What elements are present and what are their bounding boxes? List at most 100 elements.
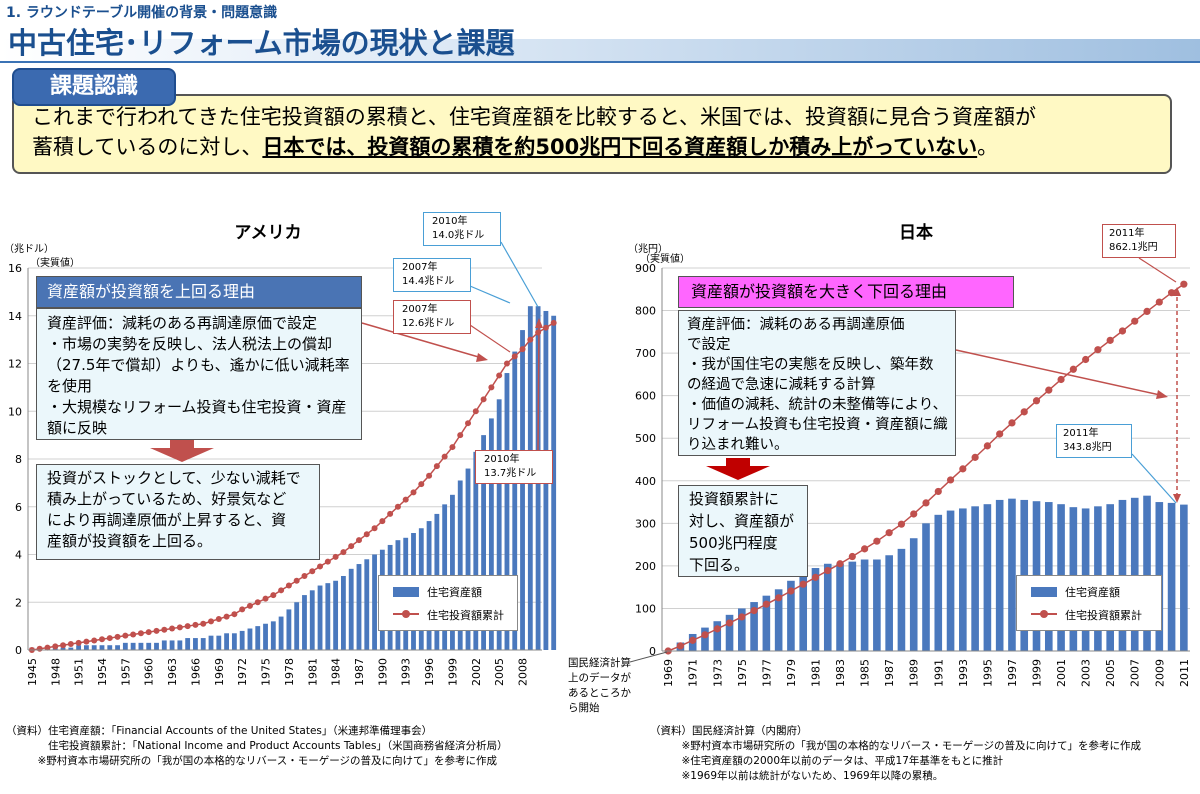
section-heading: 1. ラウンドテーブル開催の背景・問題意識 [6,5,278,21]
us-x-tick-label: 1978 [283,658,296,686]
us-sources: （資料）住宅資産額：「Financial Accounts of the Uni… [6,725,508,767]
issue-line-2-bold: 日本では、投資額の累積を約500兆円下回る資産額しか積み上がっていない [262,135,978,159]
us-y-tick-label: 16 [8,262,22,275]
us-bar [520,330,525,650]
jp-bar [848,561,857,651]
us-line-point [231,611,238,618]
jp-line-point [1020,408,1028,416]
us-bar [83,645,89,650]
jp-x-tick-label: 2001 [1055,659,1068,687]
us-callout-2007-asset: 2007年 14.4兆ドル [393,258,471,292]
jp-callout-2011-asset-value: 343.8兆円 [1063,442,1112,453]
jp-side-note: 国民経済計算上のデータがあるところから開始 [568,657,631,714]
us-x-tick-label: 1993 [400,658,413,686]
us-line-point [239,606,246,613]
jp-line-point [713,625,721,633]
jp-line-point [1106,336,1114,344]
us-bar [496,399,502,650]
jp-line-point [996,430,1004,438]
us-line-point [449,444,456,451]
jp-y-tick-label: 100 [635,602,656,615]
us-x-tick-label: 1969 [213,658,226,686]
us-bar [185,638,191,650]
jp-callout-2011-asset-year: 2011年 [1063,428,1099,439]
jp-line-point [1045,386,1053,394]
jp-bar [701,627,709,651]
jp-bar [713,621,722,651]
us-line-point [550,319,557,326]
us-bar [146,642,152,650]
us-line-point [254,599,261,606]
us-x-tick-label: 1966 [189,658,202,686]
us-line-point [363,531,370,538]
us-legend-line-label: 住宅投資額累計 [427,609,504,622]
issue-statement: これまで行われてきた住宅投資額の累積と、住宅資産額を比較すると、米国では、投資額… [12,94,1172,174]
jp-bar [836,563,844,651]
us-bar [231,633,237,650]
us-line-point [285,582,292,589]
us-bar [270,621,276,650]
jp-result-box: 投資額累計に 対し、資産額が 500兆円程度 下回る。 [678,485,808,577]
us-line-point [91,637,98,644]
jp-y-tick-label: 600 [635,390,656,403]
jp-line-point [848,552,856,561]
jp-x-tick-label: 1973 [711,659,724,687]
us-x-tick-label: 1981 [306,658,319,686]
us-bar [60,647,66,650]
us-y-subunit: （実質値） [30,256,80,269]
us-bar [200,638,206,650]
us-line-point [519,346,526,353]
jp-x-tick-label: 1989 [908,659,921,687]
jp-x-tick-label: 2007 [1129,659,1142,687]
us-callout-2007-invest: 2007年 12.6兆ドル [393,300,471,334]
jp-line-point [1032,397,1041,405]
jp-line-point [836,560,844,568]
us-line-point [60,642,67,649]
us-y-tick-label: 10 [8,405,22,418]
jp-x-tick-label: 1987 [883,659,896,687]
us-line-point [503,360,510,367]
jp-sources: （資料）国民経済計算（内閣府） ※野村資本市場研究所の「我が国の本格的なリバース… [650,725,1142,782]
us-bar [208,635,214,650]
jp-line-point [861,545,869,553]
jp-line-point [946,476,955,484]
us-line-point [208,618,215,625]
jp-bar [738,608,746,651]
jp-legend-bar-label: 住宅資産額 [1065,586,1120,599]
us-line-point [114,633,121,640]
jp-y-tick-label: 300 [635,517,656,530]
us-line-point [371,525,378,532]
us-line-point [301,572,308,579]
jp-y-tick-label: 500 [635,432,656,445]
us-bar [68,647,74,650]
title-rule [0,61,1200,63]
jp-bar [860,559,869,651]
jp-line-point [762,600,770,608]
jp-x-tick-label: 1971 [687,659,700,687]
us-line-point [52,643,59,650]
us-bar [512,351,518,650]
us-line-point [324,558,331,565]
jp-bar [725,614,734,651]
jp-y-tick-label: 400 [635,475,656,488]
us-bar [356,564,362,650]
jp-x-tick-label: 1999 [1031,659,1044,687]
us-line-point [317,563,324,570]
us-bar [122,642,128,650]
jp-line-point [824,566,832,575]
us-y-tick-label: 0 [15,644,22,657]
jp-y-tick-label: 0 [649,645,656,658]
jp-line-point [701,631,709,639]
jp-bar [885,555,893,651]
jp-line-point [750,606,758,615]
us-line-point [44,644,51,651]
jp-line-point [1143,307,1151,316]
us-y-tick-label: 14 [8,310,22,323]
us-callout-2007-invest-value: 12.6兆ドル [402,318,455,329]
jp-x-tick-label: 1991 [932,659,945,687]
jp-x-tick-label: 2003 [1080,659,1093,687]
us-line-point [106,635,113,642]
us-x-tick-label: 1951 [73,658,86,686]
us-bar [450,494,455,650]
us-callout-2010-invest-year: 2010年 [484,454,520,465]
